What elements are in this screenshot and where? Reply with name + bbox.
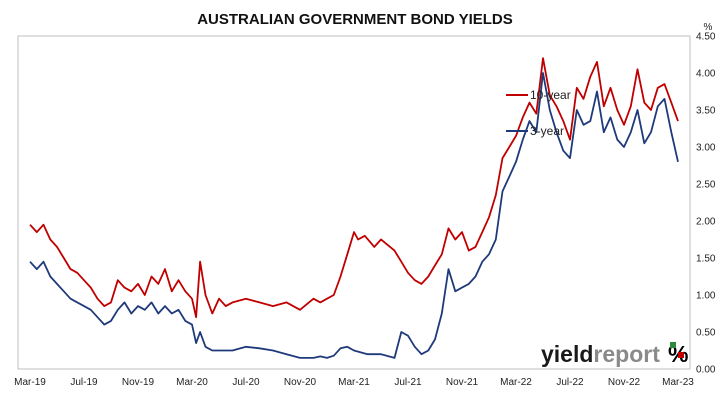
x-tick-label: Mar-23 (662, 377, 694, 388)
chart-title: AUSTRALIAN GOVERNMENT BOND YIELDS (197, 11, 513, 28)
logo-text-report: report (593, 341, 660, 367)
y-tick-label: 4.00 (696, 69, 716, 80)
y-tick-label: 0.50 (696, 328, 716, 339)
y-tick-label: 4.50 (696, 32, 716, 43)
series-line-10-year (29, 57, 679, 319)
x-tick-label: Nov-21 (446, 377, 479, 388)
x-tick-label: Jul-21 (394, 377, 422, 388)
logo-red-mark (678, 352, 684, 358)
x-tick-label: Nov-20 (284, 377, 317, 388)
plot-frame (17, 35, 691, 370)
legend: 10-year 3-year (506, 88, 571, 138)
y-tick-label: 2.00 (696, 217, 716, 228)
yieldreport-logo: yieldreport % (541, 341, 688, 367)
x-tick-label: Jul-19 (70, 377, 98, 388)
logo-green-mark (670, 342, 676, 348)
svg-text:yieldreport: yieldreport (541, 341, 660, 367)
y-unit-label: % (704, 22, 713, 33)
x-axis-ticks: Mar-19 Jul-19 Nov-19 Mar-20 Jul-20 Nov-20 Mar-… (14, 377, 694, 388)
legend-label: 3-year (530, 124, 564, 138)
x-tick-label: Jul-22 (556, 377, 584, 388)
y-tick-label: 3.00 (696, 143, 716, 154)
y-tick-label: 3.50 (696, 106, 716, 117)
x-tick-label: Jul-20 (232, 377, 260, 388)
y-tick-label: 0.00 (696, 365, 716, 376)
y-tick-label: 2.50 (696, 180, 716, 191)
series-lines (29, 57, 679, 359)
y-axis-ticks: 0.00 0.50 1.00 1.50 2.00 2.50 3.00 3.50 4.00 4.50 (696, 32, 716, 376)
logo-text-yield: yield (541, 341, 593, 367)
x-tick-label: Nov-19 (122, 377, 155, 388)
legend-label: 10-year (530, 88, 571, 102)
x-tick-label: Mar-22 (500, 377, 532, 388)
y-tick-label: 1.00 (696, 291, 716, 302)
x-tick-label: Nov-22 (608, 377, 641, 388)
x-tick-label: Mar-20 (176, 377, 208, 388)
x-tick-label: Mar-19 (14, 377, 46, 388)
series-line-3-year (29, 72, 679, 359)
x-tick-label: Mar-21 (338, 377, 370, 388)
y-tick-label: 1.50 (696, 254, 716, 265)
